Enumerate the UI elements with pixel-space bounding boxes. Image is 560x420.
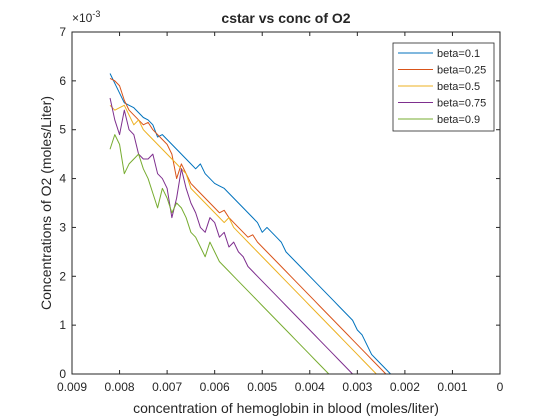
x-tick-label: 0	[497, 380, 504, 394]
y-tick-label: 2	[59, 269, 66, 283]
x-axis-label: concentration of hemoglobin in blood (mo…	[133, 400, 439, 416]
y-tick-label: 3	[59, 220, 66, 234]
y-tick-label: 0	[59, 367, 66, 381]
y-tick-label: 5	[59, 123, 66, 137]
x-tick-label: 0.007	[152, 380, 182, 394]
legend-box	[392, 42, 495, 132]
legend-label: beta=0.9	[437, 114, 480, 126]
y-tick-label: 6	[59, 74, 66, 88]
y-exponent-power: -3	[92, 9, 100, 19]
x-tick-label: 0.006	[200, 380, 230, 394]
x-tick-label: 0.003	[342, 380, 372, 394]
x-tick-label: 0.008	[105, 380, 135, 394]
legend: beta=0.1 beta=0.25 beta=0.5 beta=0.75 beta=0…	[392, 42, 495, 132]
x-tick-label: 0.002	[390, 380, 420, 394]
legend-label: beta=0.1	[437, 48, 480, 60]
legend-label: beta=0.75	[437, 98, 486, 110]
chart-title: cstar vs conc of O2	[221, 10, 350, 26]
axes-layer	[71, 31, 501, 375]
y-tick-label: 1	[59, 318, 66, 332]
x-tick-label: 0.005	[247, 380, 277, 394]
y-axis-label: Concentrations of O2 (moles/Liter)	[38, 96, 54, 310]
x-axis-ticks: 0.009 0.008 0.007 0.006 0.005 0.004 0.003 0.002…	[57, 32, 504, 394]
x-tick-label: 0.001	[437, 380, 467, 394]
legend-label: beta=0.5	[437, 81, 480, 93]
y-tick-label: 7	[59, 25, 66, 39]
axes-box	[71, 31, 501, 375]
y-axis-ticks: 0 1 2 3 4 5 6 7	[59, 25, 500, 381]
y-exponent-base: ×10	[72, 11, 93, 25]
x-tick-label: 0.004	[295, 380, 325, 394]
x-tick-label: 0.009	[57, 380, 87, 394]
y-exponent-label: ×10-3	[72, 9, 100, 25]
y-tick-label: 4	[59, 172, 66, 186]
legend-label: beta=0.25	[437, 65, 486, 77]
